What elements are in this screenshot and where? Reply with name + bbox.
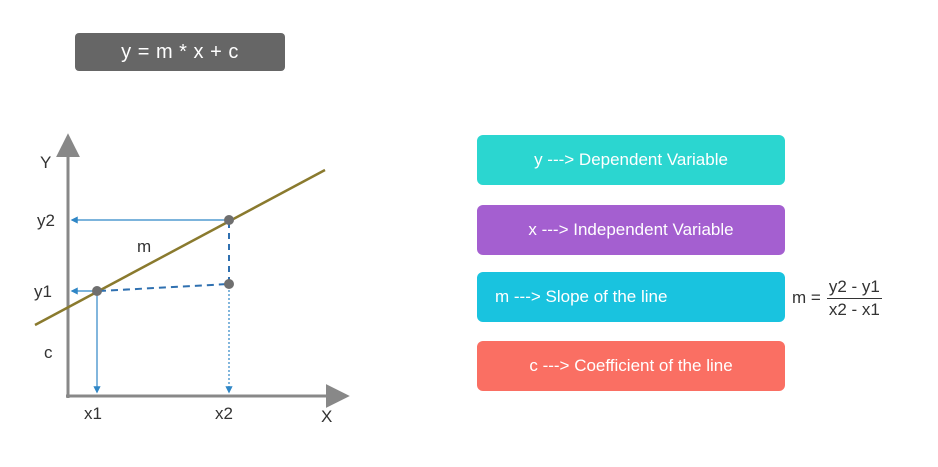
slope-numerator: y2 - y1 (826, 277, 882, 299)
equation-banner: y = m * x + c (75, 33, 285, 71)
m-label: m (137, 237, 151, 256)
point-x2-y2 (224, 215, 234, 225)
regression-line (34, 168, 326, 327)
point-x1-y1 (92, 286, 102, 296)
definition-coefficient: c ---> Coefficient of the line (477, 341, 785, 391)
slope-denominator: x2 - x1 (828, 299, 880, 319)
slope-formula: m = y2 - y1 x2 - x1 (792, 276, 882, 320)
slope-fraction: y2 - y1 x2 - x1 (826, 277, 882, 320)
y2-label: y2 (37, 211, 55, 230)
y-axis-label: Y (40, 153, 51, 172)
definition-slope: m ---> Slope of the line (477, 272, 785, 322)
y1-label: y1 (34, 282, 52, 301)
definition-independent-variable: x ---> Independent Variable (477, 205, 785, 255)
definition-dependent-variable: y ---> Dependent Variable (477, 135, 785, 185)
x2-label: x2 (215, 404, 233, 423)
run-dashed-line (98, 283, 230, 292)
x1-label: x1 (84, 404, 102, 423)
slope-formula-lhs: m = (792, 288, 821, 307)
point-x2-y1 (224, 279, 234, 289)
x-axis-label: X (321, 407, 332, 426)
c-label: c (44, 343, 53, 362)
